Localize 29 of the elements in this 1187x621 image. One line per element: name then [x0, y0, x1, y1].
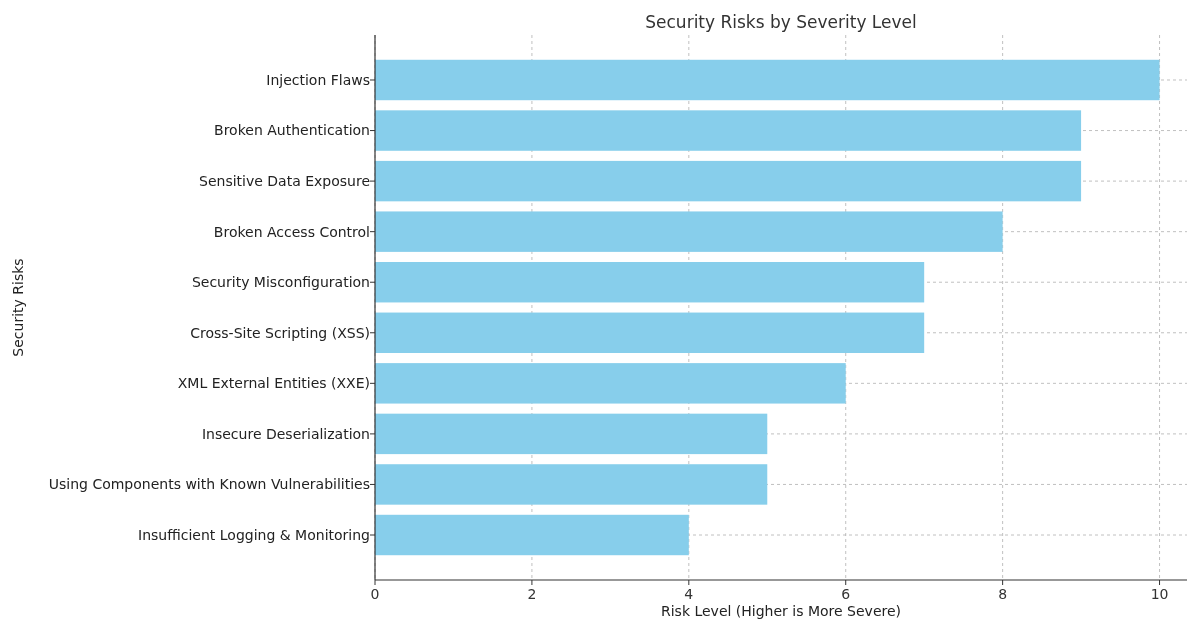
- y-tick-label: Cross-Site Scripting (XSS): [190, 324, 370, 341]
- x-tick-label: 10: [1150, 586, 1169, 602]
- y-tick-label: Insufficient Logging & Monitoring: [138, 526, 370, 543]
- bar: [375, 514, 689, 556]
- bar: [375, 59, 1160, 101]
- y-tick-label: Sensitive Data Exposure: [199, 173, 370, 190]
- x-tick-label: 0: [370, 586, 380, 602]
- bar: [375, 211, 1003, 252]
- y-tick-label: Injection Flaws: [266, 71, 370, 88]
- bar: [375, 262, 925, 303]
- x-axis-title: Risk Level (Higher is More Severe): [660, 603, 902, 619]
- bar: [375, 312, 925, 353]
- chart-title: Security Risks by Severity Level: [645, 12, 917, 32]
- x-tick-label: 2: [527, 586, 537, 602]
- x-tick-label: 4: [684, 586, 694, 602]
- y-axis-title: Security Risks: [10, 258, 26, 357]
- y-tick-label: Using Components with Known Vulnerabilities: [48, 476, 370, 493]
- y-tick-label: Security Misconfiguration: [191, 274, 370, 291]
- y-tick-label: Broken Authentication: [214, 122, 370, 139]
- x-tick-label: 8: [998, 586, 1008, 602]
- bar: [375, 110, 1082, 151]
- y-tick-label: XML External Entities (XXE): [177, 375, 370, 392]
- bar: [375, 413, 768, 455]
- bar: [375, 464, 768, 505]
- y-tick-label: Insecure Deserialization: [201, 425, 370, 442]
- y-tick-label: Broken Access Control: [213, 223, 370, 240]
- bar: [375, 160, 1082, 202]
- bar: [375, 363, 846, 404]
- x-tick-label: 6: [841, 586, 851, 602]
